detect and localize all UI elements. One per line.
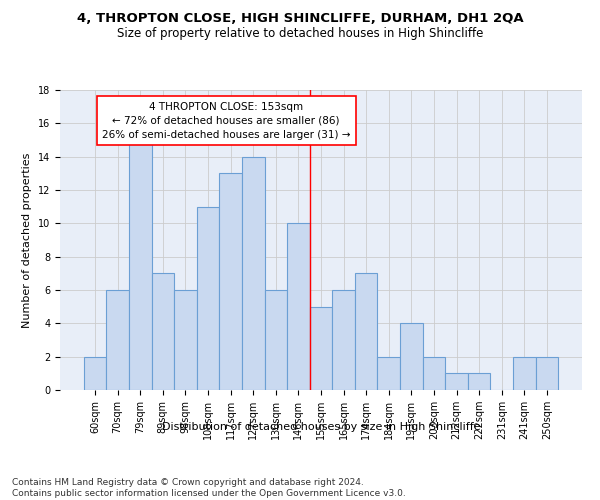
Bar xyxy=(445,374,468,390)
Bar xyxy=(355,274,377,390)
Bar xyxy=(422,356,445,390)
Bar xyxy=(400,324,422,390)
Y-axis label: Number of detached properties: Number of detached properties xyxy=(22,152,32,328)
Text: 4 THROPTON CLOSE: 153sqm
← 72% of detached houses are smaller (86)
26% of semi-d: 4 THROPTON CLOSE: 153sqm ← 72% of detach… xyxy=(102,102,350,140)
Bar xyxy=(377,356,400,390)
Bar xyxy=(129,140,152,390)
Bar xyxy=(106,290,129,390)
Bar xyxy=(310,306,332,390)
Text: Size of property relative to detached houses in High Shincliffe: Size of property relative to detached ho… xyxy=(117,28,483,40)
Bar xyxy=(197,206,220,390)
Bar xyxy=(84,356,106,390)
Text: Contains HM Land Registry data © Crown copyright and database right 2024.
Contai: Contains HM Land Registry data © Crown c… xyxy=(12,478,406,498)
Text: 4, THROPTON CLOSE, HIGH SHINCLIFFE, DURHAM, DH1 2QA: 4, THROPTON CLOSE, HIGH SHINCLIFFE, DURH… xyxy=(77,12,523,26)
Bar xyxy=(242,156,265,390)
Bar xyxy=(287,224,310,390)
Bar xyxy=(536,356,558,390)
Bar xyxy=(332,290,355,390)
Bar xyxy=(174,290,197,390)
Text: Distribution of detached houses by size in High Shincliffe: Distribution of detached houses by size … xyxy=(161,422,481,432)
Bar xyxy=(513,356,536,390)
Bar xyxy=(220,174,242,390)
Bar xyxy=(265,290,287,390)
Bar xyxy=(468,374,490,390)
Bar xyxy=(152,274,174,390)
